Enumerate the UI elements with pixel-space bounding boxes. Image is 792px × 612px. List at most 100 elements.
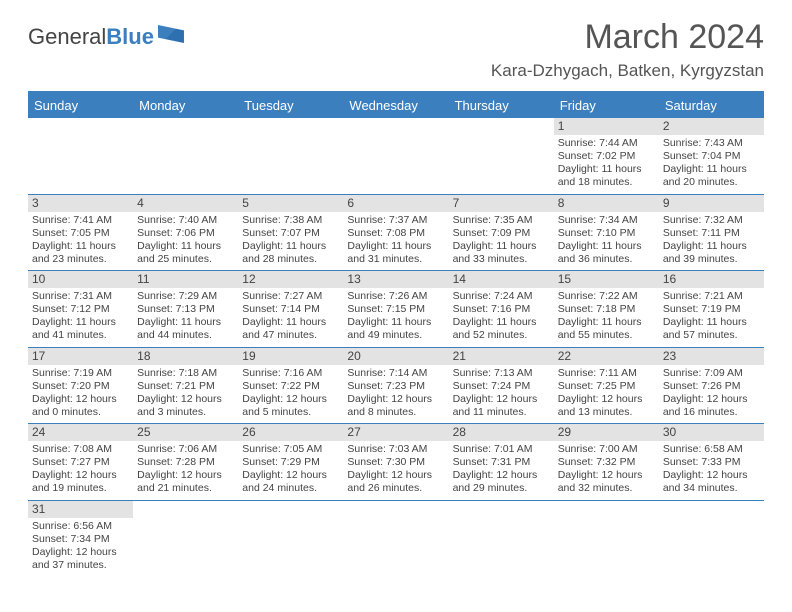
day-cell: 16Sunrise: 7:21 AMSunset: 7:19 PMDayligh… bbox=[659, 271, 764, 347]
sunset: Sunset: 7:34 PM bbox=[32, 533, 129, 546]
daylight-line2: and 57 minutes. bbox=[663, 329, 760, 342]
day-number: 10 bbox=[28, 271, 133, 288]
daylight-line1: Daylight: 11 hours bbox=[558, 240, 655, 253]
day-cell: 14Sunrise: 7:24 AMSunset: 7:16 PMDayligh… bbox=[449, 271, 554, 347]
daylight-line2: and 41 minutes. bbox=[32, 329, 129, 342]
sunset: Sunset: 7:18 PM bbox=[558, 303, 655, 316]
sunset: Sunset: 7:13 PM bbox=[137, 303, 234, 316]
day-number: 29 bbox=[554, 424, 659, 441]
daylight-line1: Daylight: 12 hours bbox=[32, 469, 129, 482]
daylight-line1: Daylight: 11 hours bbox=[453, 316, 550, 329]
day-number: 2 bbox=[659, 118, 764, 135]
daylight-line1: Daylight: 12 hours bbox=[453, 393, 550, 406]
daylight-line1: Daylight: 12 hours bbox=[242, 469, 339, 482]
day-header: Wednesday bbox=[343, 93, 448, 118]
sunset: Sunset: 7:31 PM bbox=[453, 456, 550, 469]
sunrise: Sunrise: 7:41 AM bbox=[32, 214, 129, 227]
day-header: Monday bbox=[133, 93, 238, 118]
day-cell: 5Sunrise: 7:38 AMSunset: 7:07 PMDaylight… bbox=[238, 195, 343, 271]
sunrise: Sunrise: 7:31 AM bbox=[32, 290, 129, 303]
day-cell: 18Sunrise: 7:18 AMSunset: 7:21 PMDayligh… bbox=[133, 348, 238, 424]
day-cell: 2Sunrise: 7:43 AMSunset: 7:04 PMDaylight… bbox=[659, 118, 764, 194]
sunset: Sunset: 7:22 PM bbox=[242, 380, 339, 393]
day-cell: 29Sunrise: 7:00 AMSunset: 7:32 PMDayligh… bbox=[554, 424, 659, 500]
sunset: Sunset: 7:28 PM bbox=[137, 456, 234, 469]
sunrise: Sunrise: 7:27 AM bbox=[242, 290, 339, 303]
day-number: 27 bbox=[343, 424, 448, 441]
sunset: Sunset: 7:12 PM bbox=[32, 303, 129, 316]
sunrise: Sunrise: 6:56 AM bbox=[32, 520, 129, 533]
day-number: 20 bbox=[343, 348, 448, 365]
empty-cell bbox=[343, 501, 448, 577]
sunset: Sunset: 7:10 PM bbox=[558, 227, 655, 240]
sunrise: Sunrise: 7:32 AM bbox=[663, 214, 760, 227]
sunrise: Sunrise: 7:05 AM bbox=[242, 443, 339, 456]
sunset: Sunset: 7:24 PM bbox=[453, 380, 550, 393]
day-number: 31 bbox=[28, 501, 133, 518]
day-number: 23 bbox=[659, 348, 764, 365]
daylight-line2: and 13 minutes. bbox=[558, 406, 655, 419]
month-title: March 2024 bbox=[491, 18, 764, 57]
sunrise: Sunrise: 7:24 AM bbox=[453, 290, 550, 303]
day-cell: 24Sunrise: 7:08 AMSunset: 7:27 PMDayligh… bbox=[28, 424, 133, 500]
day-cell: 20Sunrise: 7:14 AMSunset: 7:23 PMDayligh… bbox=[343, 348, 448, 424]
daylight-line1: Daylight: 11 hours bbox=[453, 240, 550, 253]
sunset: Sunset: 7:04 PM bbox=[663, 150, 760, 163]
day-cell: 4Sunrise: 7:40 AMSunset: 7:06 PMDaylight… bbox=[133, 195, 238, 271]
daylight-line2: and 18 minutes. bbox=[558, 176, 655, 189]
day-number: 4 bbox=[133, 195, 238, 212]
daylight-line2: and 44 minutes. bbox=[137, 329, 234, 342]
sunset: Sunset: 7:19 PM bbox=[663, 303, 760, 316]
daylight-line2: and 19 minutes. bbox=[32, 482, 129, 495]
day-number: 26 bbox=[238, 424, 343, 441]
sunrise: Sunrise: 7:40 AM bbox=[137, 214, 234, 227]
empty-cell bbox=[28, 118, 133, 194]
daylight-line2: and 39 minutes. bbox=[663, 253, 760, 266]
daylight-line2: and 5 minutes. bbox=[242, 406, 339, 419]
day-header: Tuesday bbox=[238, 93, 343, 118]
sunset: Sunset: 7:21 PM bbox=[137, 380, 234, 393]
daylight-line1: Daylight: 11 hours bbox=[663, 240, 760, 253]
day-cell: 28Sunrise: 7:01 AMSunset: 7:31 PMDayligh… bbox=[449, 424, 554, 500]
day-number: 1 bbox=[554, 118, 659, 135]
daylight-line2: and 55 minutes. bbox=[558, 329, 655, 342]
daylight-line2: and 25 minutes. bbox=[137, 253, 234, 266]
day-number: 21 bbox=[449, 348, 554, 365]
day-cell: 31Sunrise: 6:56 AMSunset: 7:34 PMDayligh… bbox=[28, 501, 133, 577]
daylight-line2: and 52 minutes. bbox=[453, 329, 550, 342]
day-cell: 8Sunrise: 7:34 AMSunset: 7:10 PMDaylight… bbox=[554, 195, 659, 271]
sunrise: Sunrise: 7:06 AM bbox=[137, 443, 234, 456]
sunrise: Sunrise: 7:22 AM bbox=[558, 290, 655, 303]
week-row: 10 Sunrise: 7:31 AMSunset: 7:12 PM Dayligh… bbox=[28, 271, 764, 348]
daylight-line1: Daylight: 11 hours bbox=[558, 163, 655, 176]
empty-cell bbox=[449, 118, 554, 194]
day-cell: 26Sunrise: 7:05 AMSunset: 7:29 PMDayligh… bbox=[238, 424, 343, 500]
sunset: Sunset: 7:06 PM bbox=[137, 227, 234, 240]
sunrise: Sunrise: 7:00 AM bbox=[558, 443, 655, 456]
day-header: Thursday bbox=[449, 93, 554, 118]
day-number: 13 bbox=[343, 271, 448, 288]
brand-part2: Blue bbox=[106, 24, 154, 50]
daylight-line1: Daylight: 11 hours bbox=[347, 316, 444, 329]
day-cell: 1Sunrise: 7:44 AMSunset: 7:02 PMDaylight… bbox=[554, 118, 659, 194]
day-cell: 15Sunrise: 7:22 AMSunset: 7:18 PMDayligh… bbox=[554, 271, 659, 347]
sunset: Sunset: 7:05 PM bbox=[32, 227, 129, 240]
sunrise: Sunrise: 7:18 AM bbox=[137, 367, 234, 380]
daylight-line2: and 16 minutes. bbox=[663, 406, 760, 419]
sunset: Sunset: 7:11 PM bbox=[663, 227, 760, 240]
week-row: 17Sunrise: 7:19 AMSunset: 7:20 PMDayligh… bbox=[28, 348, 764, 425]
day-cell: 12Sunrise: 7:27 AMSunset: 7:14 PMDayligh… bbox=[238, 271, 343, 347]
sunset: Sunset: 7:15 PM bbox=[347, 303, 444, 316]
day-number: 15 bbox=[554, 271, 659, 288]
daylight-line1: Daylight: 11 hours bbox=[663, 316, 760, 329]
daylight-line1: Daylight: 12 hours bbox=[663, 393, 760, 406]
daylight-line2: and 11 minutes. bbox=[453, 406, 550, 419]
sunrise: Sunrise: 7:34 AM bbox=[558, 214, 655, 227]
daylight-line2: and 21 minutes. bbox=[137, 482, 234, 495]
daylight-line2: and 0 minutes. bbox=[32, 406, 129, 419]
sunrise: Sunrise: 7:08 AM bbox=[32, 443, 129, 456]
sunrise: Sunrise: 7:26 AM bbox=[347, 290, 444, 303]
daylight-line2: and 32 minutes. bbox=[558, 482, 655, 495]
day-number: 11 bbox=[133, 271, 238, 288]
sunset: Sunset: 7:32 PM bbox=[558, 456, 655, 469]
